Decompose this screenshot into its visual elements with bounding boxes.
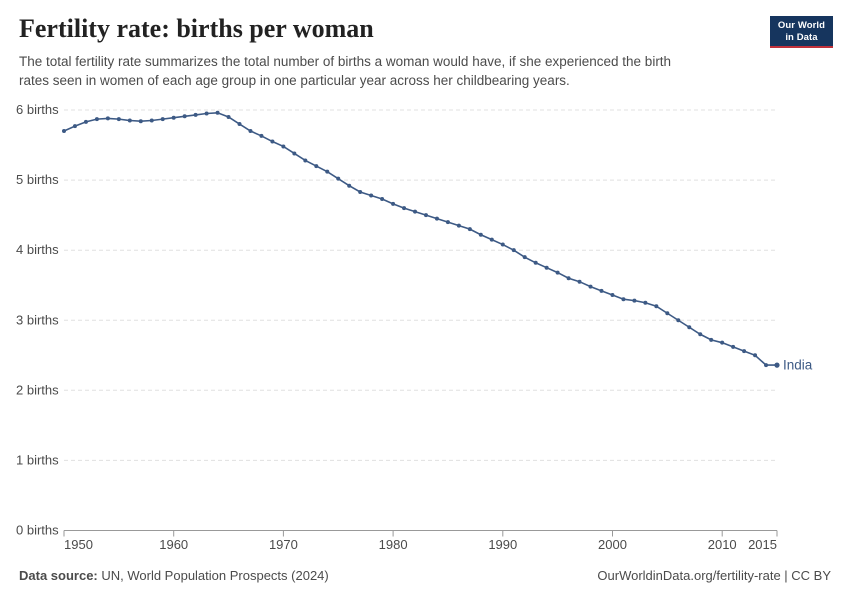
- svg-text:India: India: [783, 358, 813, 373]
- svg-text:3 births: 3 births: [16, 312, 59, 327]
- svg-text:1 births: 1 births: [16, 452, 59, 467]
- svg-text:1960: 1960: [159, 537, 188, 552]
- svg-text:5 births: 5 births: [16, 172, 59, 187]
- svg-text:1950: 1950: [64, 537, 93, 552]
- svg-text:1980: 1980: [379, 537, 408, 552]
- svg-text:4 births: 4 births: [16, 242, 59, 257]
- svg-text:2010: 2010: [708, 537, 737, 552]
- svg-text:2000: 2000: [598, 537, 627, 552]
- svg-text:0 births: 0 births: [16, 523, 59, 538]
- svg-text:2015: 2015: [748, 537, 777, 552]
- svg-text:6 births: 6 births: [16, 102, 59, 117]
- svg-text:1990: 1990: [488, 537, 517, 552]
- svg-text:1970: 1970: [269, 537, 298, 552]
- svg-text:2 births: 2 births: [16, 382, 59, 397]
